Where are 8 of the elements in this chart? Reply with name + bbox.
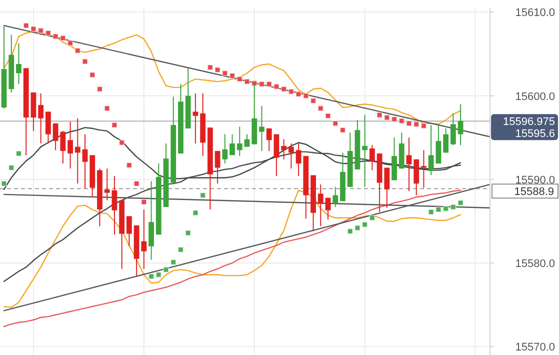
ref-line-label: 15588.9 xyxy=(514,186,554,198)
text: 15595.6 xyxy=(515,128,555,140)
y-tick-label: 15570.0 xyxy=(515,342,555,354)
y-tick-label: 15610.0 xyxy=(515,7,555,20)
y-tick-label: 15590.0 xyxy=(515,174,555,186)
y-tick-label: 15600.0 xyxy=(515,90,555,103)
y-tick-label: 15580.0 xyxy=(515,258,555,270)
ref-line-label: 15596.975 xyxy=(503,116,555,128)
